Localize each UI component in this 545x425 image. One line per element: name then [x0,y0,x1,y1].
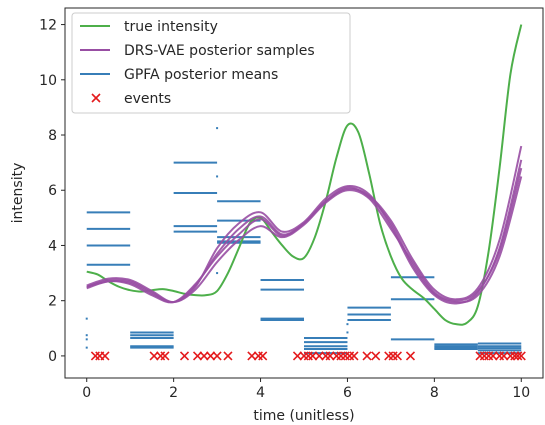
legend-box [71,12,351,114]
event-marker [253,351,263,361]
event-marker [258,351,268,361]
drs-vae-sample-line [86,176,523,304]
event-marker [192,351,203,361]
event-marker [149,351,159,361]
event-marker [308,351,318,361]
event-marker [349,351,359,361]
event-marker [179,351,190,361]
event-marker [384,351,394,361]
x-tick-label: 4 [256,385,265,401]
y-tick-label: 12 [39,18,57,34]
event-marker [212,351,222,361]
event-marker [388,351,398,361]
event-marker [405,351,416,361]
event-marker [371,351,381,361]
event-marker [247,351,257,361]
y-tick-label: 2 [48,294,57,310]
event-marker [516,351,526,361]
x-axis-label: time (unitless) [253,408,354,424]
event-marker [314,351,324,361]
legend-label: true intensity [124,19,218,35]
event-marker [362,351,372,361]
event-marker [206,351,216,361]
event-marker [156,351,166,361]
plot-frame [64,7,544,379]
legend-label: GPFA posterior means [124,67,278,83]
x-tick-label: 8 [430,385,439,401]
y-tick-label: 10 [39,73,57,89]
drs-vae-sample-line [86,167,523,304]
event-marker [345,351,355,361]
x-tick-label: 2 [169,385,178,401]
event-marker [510,351,520,361]
legend-label: events [124,91,171,107]
event-marker [392,351,402,361]
event-marker [325,351,335,361]
x-tick-label: 6 [343,385,352,401]
event-marker [292,351,303,361]
event-marker [513,351,523,361]
event-marker [160,351,170,361]
legend: true intensity DRS-VAE posterior samples G… [71,12,351,114]
y-axis-label: intensity [10,163,26,224]
y-tick-label: 4 [48,238,57,254]
legend-marker-events [91,93,101,103]
event-marker [223,351,233,361]
true-intensity-line [86,24,523,326]
event-marker [488,351,498,361]
x-tick-label: 10 [512,385,530,401]
event-marker [90,351,100,361]
event-marker [100,351,110,361]
event-marker [499,351,509,361]
event-marker [199,351,209,361]
y-tick-label: 0 [48,349,57,365]
legend-label: DRS-VAE posterior samples [124,43,315,59]
x-tick-label: 0 [82,385,91,401]
drs-vae-sample-line [86,159,523,305]
y-tick-label: 8 [48,128,57,144]
y-tick-label: 6 [48,183,57,199]
